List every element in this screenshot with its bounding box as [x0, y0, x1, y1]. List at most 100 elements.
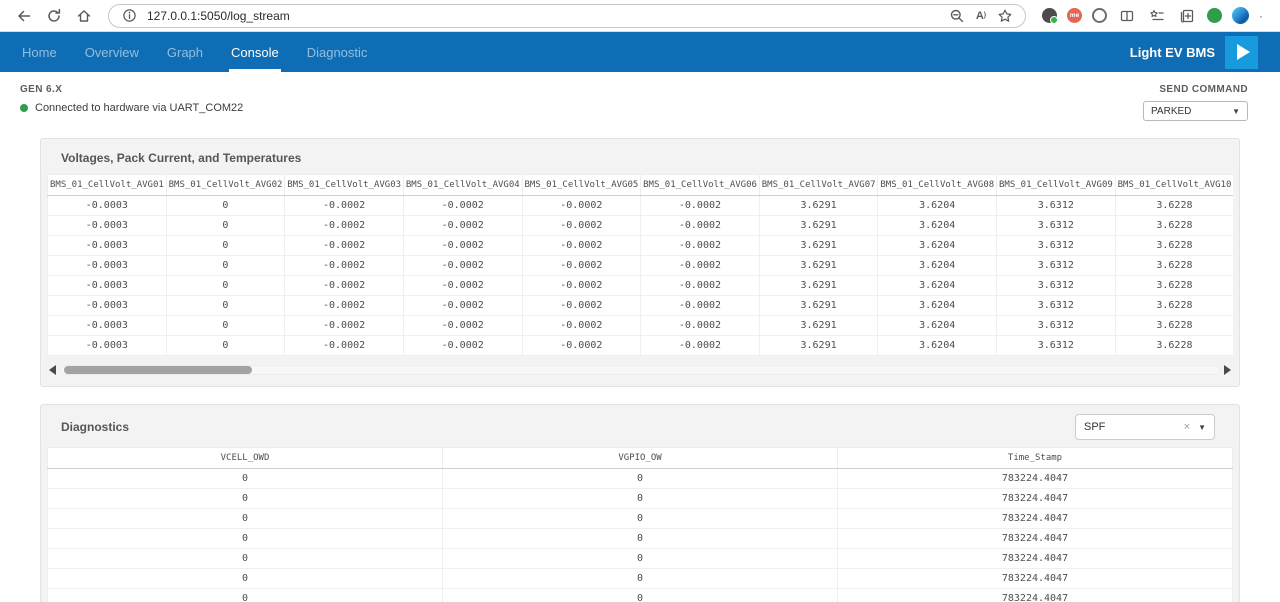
diagnostics-filter-dropdown[interactable]: SPF × ▼ — [1075, 414, 1215, 440]
column-header: BMS_01_CellVolt_AVG07 — [758, 174, 879, 196]
table-cell: 3.6204 — [877, 295, 997, 316]
send-command-label: SEND COMMAND — [1159, 84, 1248, 95]
table-cell: 0 — [47, 568, 443, 589]
browser-chrome: 127.0.0.1:5050/log_stream A) me · — [0, 0, 1280, 32]
table-cell: 783224.4047 — [837, 488, 1233, 509]
table-cell: 783224.4047 — [837, 568, 1233, 589]
chevron-down-icon[interactable]: ▼ — [1232, 106, 1240, 116]
table-cell: -0.0003 — [47, 255, 167, 276]
table-cell: 0 — [442, 508, 838, 529]
url-text[interactable]: 127.0.0.1:5050/log_stream — [147, 8, 290, 23]
table-cell: 3.6312 — [996, 255, 1116, 276]
table-cell: -0.0003 — [47, 295, 167, 316]
clear-icon[interactable]: × — [1183, 421, 1191, 433]
column-header: BMS_01_CellVolt_AVG03 — [284, 174, 404, 196]
table-cell: 783224.4047 — [837, 508, 1233, 529]
table-cell: 0 — [165, 215, 286, 236]
table-cell: 783224.4047 — [837, 528, 1233, 549]
back-button[interactable] — [10, 3, 38, 29]
home-button[interactable] — [70, 3, 98, 29]
connection-status-text: Connected to hardware via UART_COM22 — [35, 102, 244, 114]
diagnostics-table: VCELL_OWD VGPIO_OW Time_Stamp 0 0 783224.4047… — [47, 447, 1233, 602]
table-cell: -0.0002 — [284, 235, 404, 256]
table-cell: 0 — [47, 528, 443, 549]
table-cell: 3.6312 — [996, 315, 1116, 336]
chevron-down-icon[interactable]: ▼ — [1198, 422, 1206, 432]
voltages-table: BMS_01_CellVolt_AVG01 BMS_01_CellVolt_AVG… — [47, 174, 1233, 356]
table-cell: -0.0003 — [47, 195, 167, 216]
table-cell: 3.6291 — [758, 295, 879, 316]
diagnostics-card: Diagnostics SPF × ▼ VCELL_OWD VGPIO_OW Tim… — [40, 404, 1240, 602]
table-cell: -0.0002 — [521, 195, 642, 216]
extension-icon-2[interactable] — [1092, 8, 1107, 23]
favorites-star-icon[interactable] — [993, 8, 1017, 24]
table-cell: 3.6228 — [1114, 275, 1233, 296]
table-cell: 3.6291 — [758, 235, 879, 256]
column-header: BMS_01_CellVolt_AVG09 — [996, 174, 1116, 196]
split-screen-icon[interactable] — [1117, 3, 1137, 29]
address-bar[interactable]: 127.0.0.1:5050/log_stream A) — [108, 3, 1026, 28]
send-command-dropdown[interactable]: PARKED ▼ — [1143, 101, 1248, 121]
table-cell: -0.0002 — [521, 275, 642, 296]
table-cell: 0 — [442, 548, 838, 569]
table-row: 0 0 783224.4047 — [47, 468, 1233, 489]
table-cell: 3.6291 — [758, 335, 879, 356]
nav-tab-overview[interactable]: Overview — [84, 44, 139, 60]
extension-icon-1[interactable] — [1042, 8, 1058, 24]
table-row: -0.0003 0 -0.0002 -0.0002 -0.0002 -0.0002 3.62… — [47, 195, 1233, 216]
table-cell: -0.0002 — [640, 295, 760, 316]
browser-more-icon[interactable]: · — [1259, 8, 1264, 23]
column-header: BMS_01_CellVolt_AVG08 — [877, 174, 997, 196]
navbar: Home Overview Graph Console Diagnostic L… — [0, 32, 1280, 72]
table-cell: 3.6228 — [1114, 335, 1233, 356]
table-row: -0.0003 0 -0.0002 -0.0002 -0.0002 -0.0002 3.62… — [47, 295, 1233, 316]
favorites-bar-icon[interactable] — [1147, 3, 1167, 29]
navbar-brand: Light EV BMS — [1129, 44, 1215, 60]
table-cell: -0.0002 — [284, 315, 404, 336]
site-info-icon[interactable] — [117, 8, 141, 23]
table-row: -0.0003 0 -0.0002 -0.0002 -0.0002 -0.0002 3.62… — [47, 215, 1233, 236]
nav-tab-diagnostic[interactable]: Diagnostic — [306, 44, 368, 60]
table-cell: -0.0002 — [640, 255, 760, 276]
horizontal-scrollbar-thumb[interactable] — [64, 366, 252, 374]
read-aloud-icon[interactable]: A) — [975, 9, 987, 22]
table-cell: 0 — [165, 255, 286, 276]
connection-status: GEN 6.X Connected to hardware via UART_C… — [20, 84, 243, 121]
scroll-right-icon[interactable] — [1224, 365, 1231, 375]
table-cell: -0.0002 — [640, 275, 760, 296]
table-row: 0 0 783224.4047 — [47, 548, 1233, 569]
extension-icon-3[interactable] — [1207, 8, 1222, 23]
nav-tab-graph[interactable]: Graph — [166, 44, 204, 60]
table-cell: -0.0002 — [402, 235, 523, 256]
horizontal-scrollbar[interactable] — [49, 364, 1231, 376]
table-cell: 3.6312 — [996, 275, 1116, 296]
table-cell: 0 — [47, 508, 443, 529]
horizontal-scrollbar-track[interactable] — [60, 365, 1220, 375]
table-cell: 3.6228 — [1114, 215, 1233, 236]
table-cell: -0.0002 — [640, 235, 760, 256]
table-cell: 783224.4047 — [837, 468, 1233, 489]
nav-tab-home[interactable]: Home — [22, 44, 57, 60]
edge-logo-icon[interactable] — [1232, 7, 1249, 24]
scroll-left-icon[interactable] — [49, 365, 56, 375]
column-header: BMS_01_CellVolt_AVG06 — [640, 174, 760, 196]
collections-icon[interactable] — [1177, 3, 1197, 29]
table-row: 0 0 783224.4047 — [47, 528, 1233, 549]
table-cell: -0.0002 — [284, 335, 404, 356]
voltages-table-viewport: BMS_01_CellVolt_AVG01 BMS_01_CellVolt_AVG… — [47, 174, 1233, 356]
navbar-spacer — [393, 32, 1129, 72]
me-extension-icon[interactable]: me — [1067, 8, 1082, 23]
refresh-button[interactable] — [40, 3, 68, 29]
table-cell: 3.6228 — [1114, 295, 1233, 316]
voltages-card-title: Voltages, Pack Current, and Temperatures — [61, 151, 302, 165]
zoom-out-icon[interactable] — [945, 8, 969, 24]
table-cell: -0.0002 — [284, 195, 404, 216]
table-cell: -0.0002 — [284, 275, 404, 296]
table-cell: 3.6204 — [877, 275, 997, 296]
table-cell: -0.0002 — [521, 315, 642, 336]
table-cell: 3.6204 — [877, 235, 997, 256]
table-cell: -0.0002 — [402, 255, 523, 276]
nav-tab-console[interactable]: Console — [229, 32, 281, 72]
table-cell: -0.0002 — [402, 295, 523, 316]
table-row: 0 0 783224.4047 — [47, 588, 1233, 602]
